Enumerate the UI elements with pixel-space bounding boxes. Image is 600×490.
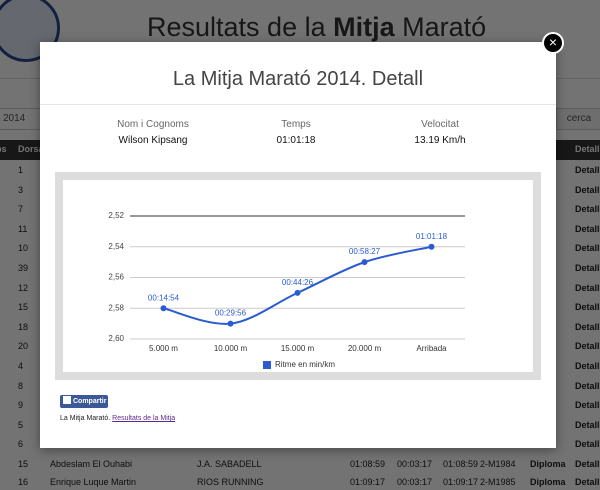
point bbox=[294, 289, 301, 296]
x-tick-label: 10.000 m bbox=[214, 344, 248, 353]
field-value: 01:01:18 bbox=[276, 135, 316, 146]
footer-text: La Mitja Marató. bbox=[60, 415, 111, 422]
field-label: Velocitat bbox=[421, 119, 459, 130]
fb-icon bbox=[63, 396, 71, 404]
point-label: 00:29:56 bbox=[215, 309, 247, 318]
field-value: Wilson Kipsang bbox=[118, 135, 188, 146]
separator bbox=[40, 104, 556, 105]
field-label: Nom i Cognoms bbox=[117, 119, 189, 130]
point-label: 00:14:54 bbox=[148, 293, 180, 302]
close-button[interactable]: × bbox=[542, 32, 564, 54]
point bbox=[361, 259, 368, 266]
legend-label: Ritme en min/km bbox=[275, 360, 335, 369]
point-label: 01:01:18 bbox=[416, 232, 448, 241]
chart: 2,52 2,54 2,56 2,58 2,60 5.000 m 10.000 m 15.00… bbox=[63, 180, 533, 372]
field-label: Temps bbox=[281, 119, 311, 130]
footer-link[interactable]: Resultats de la Mitja bbox=[112, 415, 176, 422]
y-tick-label: 2,56 bbox=[108, 273, 124, 282]
point bbox=[428, 243, 435, 250]
x-tick-label: Arribada bbox=[416, 344, 447, 353]
y-tick-label: 2,52 bbox=[108, 211, 124, 220]
x-tick-label: 15.000 m bbox=[281, 344, 315, 353]
share-button[interactable]: Compartir bbox=[60, 395, 108, 408]
modal-title: La Mitja Marató 2014. Detall bbox=[172, 68, 424, 90]
field-value: 13.19 Km/h bbox=[414, 135, 466, 146]
footer: La Mitja Marató. Resultats de la Mitja bbox=[60, 415, 175, 422]
legend-swatch bbox=[263, 361, 271, 369]
y-tick-label: 2,58 bbox=[108, 303, 124, 312]
point bbox=[160, 305, 167, 312]
point bbox=[227, 320, 234, 327]
x-tick-label: 5.000 m bbox=[149, 344, 178, 353]
y-tick-label: 2,54 bbox=[108, 242, 124, 251]
x-tick-label: 20.000 m bbox=[348, 344, 382, 353]
share-label: Compartir bbox=[73, 398, 107, 405]
point-label: 00:58:27 bbox=[349, 247, 381, 256]
point-label: 00:44:26 bbox=[282, 278, 314, 287]
y-tick-label: 2,60 bbox=[108, 334, 124, 343]
